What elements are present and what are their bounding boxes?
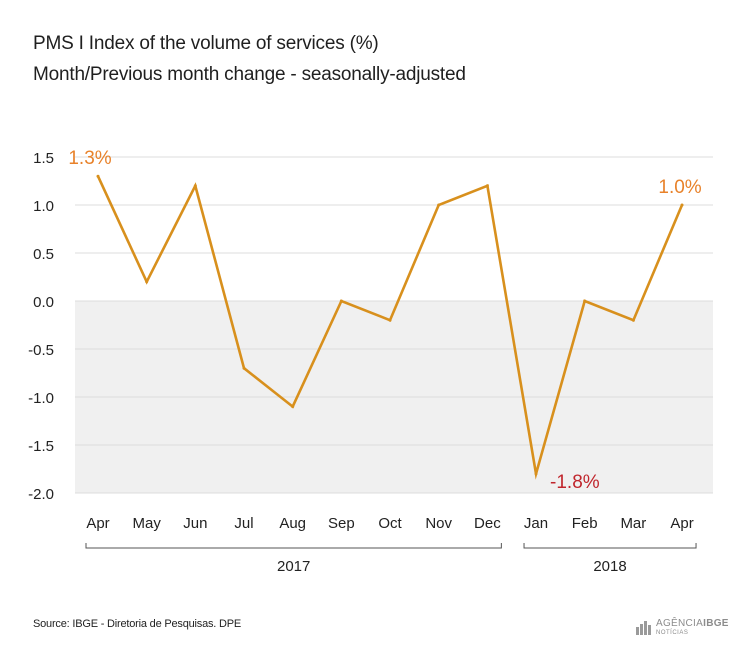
data-label: 1.3% — [68, 148, 111, 169]
data-point — [437, 203, 441, 207]
chart-title-block: PMS I Index of the volume of services (%… — [33, 28, 466, 90]
x-tick-label: May — [132, 515, 161, 532]
x-tick-label: Nov — [425, 515, 452, 532]
data-point — [193, 184, 197, 188]
logo-word-ibge: IBGE — [703, 618, 729, 629]
data-label: -1.8% — [550, 472, 600, 493]
year-bracket — [85, 543, 502, 549]
chart-title: PMS I Index of the volume of services (%… — [33, 33, 379, 54]
data-point — [680, 203, 684, 207]
data-point — [291, 405, 295, 409]
data-point — [485, 184, 489, 188]
y-tick-label: 1.0 — [33, 198, 54, 215]
y-tick-label: 1.5 — [33, 150, 54, 167]
y-tick-label: -2.0 — [28, 486, 54, 503]
data-point — [242, 366, 246, 370]
y-tick-label: 0.5 — [33, 246, 54, 263]
data-label: 1.0% — [658, 177, 701, 198]
x-tick-label: Oct — [378, 515, 402, 532]
x-tick-label: Apr — [86, 515, 109, 532]
y-tick-label: -0.5 — [28, 342, 54, 359]
logo-word-noticias: NOTÍCIAS — [656, 630, 689, 636]
data-point — [96, 174, 100, 178]
data-point — [583, 299, 587, 303]
chart-subtitle: Month/Previous month change - seasonally… — [33, 64, 466, 85]
x-tick-label: Apr — [670, 515, 693, 532]
logo-word-agencia: AGÊNCIA — [656, 618, 704, 629]
data-point — [339, 299, 343, 303]
x-tick-label: Mar — [620, 515, 646, 532]
x-tick-label: Aug — [279, 515, 306, 532]
y-tick-label: 0.0 — [33, 294, 54, 311]
data-point — [145, 280, 149, 284]
data-point — [388, 318, 392, 322]
year-bracket — [523, 543, 697, 549]
y-tick-label: -1.5 — [28, 438, 54, 455]
x-tick-label: Dec — [474, 515, 501, 532]
x-tick-label: Feb — [572, 515, 598, 532]
x-tick-label: Jan — [524, 515, 548, 532]
year-label: 2018 — [593, 558, 626, 575]
agencia-ibge-logo: AGÊNCIAIBGE NOTÍCIAS — [636, 619, 729, 636]
source-note: Source: IBGE - Diretoria de Pesquisas. D… — [33, 618, 242, 630]
x-tick-label: Jul — [234, 515, 253, 532]
x-tick-label: Sep — [328, 515, 355, 532]
ibge-logo-icon — [636, 620, 651, 635]
x-tick-label: Jun — [183, 515, 207, 532]
year-label: 2017 — [277, 558, 310, 575]
y-tick-label: -1.0 — [28, 390, 54, 407]
data-point — [534, 472, 538, 476]
data-point — [631, 318, 635, 322]
